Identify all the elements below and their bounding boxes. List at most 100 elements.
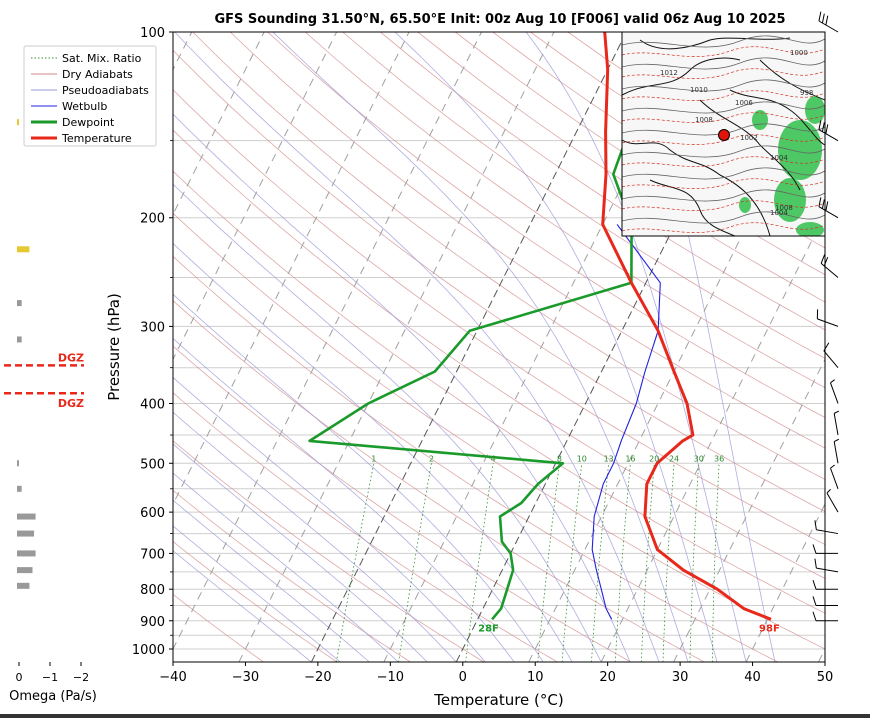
x-tick-label: −20 xyxy=(304,670,331,685)
wind-barb-flag xyxy=(812,596,817,606)
y-tick-label: 600 xyxy=(140,506,165,521)
y-tick-label: 400 xyxy=(140,397,165,412)
x-tick-label: 40 xyxy=(744,670,761,685)
map-isobar xyxy=(622,145,825,158)
mixing-ratio-label: 13 xyxy=(604,454,614,463)
mixing-ratio-label: 1 xyxy=(371,454,376,463)
wind-barb-flag xyxy=(823,342,830,352)
legend: Sat. Mix. Ratio Dry Adiabats Pseudoadiabat… xyxy=(23,45,157,147)
map-isobar xyxy=(622,101,825,114)
x-tick-label: 10 xyxy=(527,670,544,685)
wind-barb-flag xyxy=(825,124,829,134)
wind-barb-flag xyxy=(814,558,817,569)
pseudoadiabat-line xyxy=(173,525,341,662)
map-isobar-label: 1000 xyxy=(790,49,808,57)
wind-barb-flag xyxy=(821,122,825,132)
map-isobar xyxy=(622,189,825,202)
wind-barb-flag xyxy=(814,520,817,530)
map-border xyxy=(639,37,791,50)
mixing-ratio-line xyxy=(640,463,655,662)
wind-barb-flag xyxy=(818,197,822,207)
map-isobar xyxy=(622,211,825,224)
x-tick-label: 0 xyxy=(459,670,467,685)
dry-adiabat-line xyxy=(417,32,825,303)
wind-barb xyxy=(820,263,839,278)
wind-barb-flag xyxy=(818,11,822,22)
pseudoadiabat-line xyxy=(173,242,573,662)
pseudoadiabat-line xyxy=(394,32,718,662)
mixing-ratio-line xyxy=(614,463,631,662)
map-thickness-line xyxy=(622,156,825,167)
dry-adiabat-line xyxy=(267,32,825,418)
wind-barb-flag xyxy=(812,611,817,621)
surface-dewpoint-label: 28F xyxy=(478,623,499,634)
map-thickness-line xyxy=(622,200,825,211)
pseudoadiabat-line xyxy=(173,443,428,662)
map-thickness-line xyxy=(622,112,825,123)
isotherm-line xyxy=(238,32,555,662)
map-thickness-line xyxy=(622,68,825,79)
map-border xyxy=(699,99,801,191)
legend-label: Wetbulb xyxy=(62,100,107,113)
map-precip xyxy=(739,197,751,213)
surface-temp-label: 98F xyxy=(759,623,780,634)
mixing-ratio-line xyxy=(465,463,494,662)
y-tick-label: 300 xyxy=(140,320,165,335)
map-isobar xyxy=(622,35,825,48)
omega-bar xyxy=(17,460,19,467)
map-precip xyxy=(774,178,806,222)
x-tick-label: −40 xyxy=(159,670,186,685)
mixing-ratio-label: 8 xyxy=(557,454,562,463)
mixing-ratio-label: 30 xyxy=(694,454,704,463)
wind-barb xyxy=(818,20,839,33)
pseudoadiabat-line xyxy=(173,337,515,662)
omega-bar xyxy=(17,567,33,574)
dry-adiabat-line xyxy=(173,170,825,614)
wind-barb-flag xyxy=(812,544,817,554)
omega-bar xyxy=(17,246,30,253)
dry-adiabat-line xyxy=(173,440,485,662)
omega-bar xyxy=(17,530,35,537)
omega-bar xyxy=(17,336,22,343)
map-isobar-label: 1012 xyxy=(660,69,678,77)
wind-barb xyxy=(817,318,839,327)
isotherm-line xyxy=(745,502,825,662)
mixing-ratio-label: 10 xyxy=(577,454,587,463)
legend-label: Sat. Mix. Ratio xyxy=(62,52,142,65)
mixing-ratio-label: 36 xyxy=(714,454,724,463)
omega-tick-label: −1 xyxy=(42,671,58,684)
map-precip xyxy=(778,120,822,180)
omega-tick-label: 0 xyxy=(16,671,23,684)
wind-barb-flag xyxy=(821,13,825,24)
window-bottom-edge xyxy=(0,714,870,718)
omega-bar xyxy=(17,485,22,492)
map-precip xyxy=(796,222,824,236)
dry-adiabat-line xyxy=(192,32,825,480)
y-tick-label: 500 xyxy=(140,457,165,472)
dry-adiabat-line xyxy=(173,540,338,662)
map-precip xyxy=(752,110,768,130)
omega-axis-label: Omega (Pa/s) xyxy=(9,689,97,704)
map-thickness-line xyxy=(622,178,825,189)
omega-panel: 0 −1 −2 DGZ DGZ xyxy=(4,119,89,684)
map-border xyxy=(622,139,771,236)
map-isobar-label: 998 xyxy=(800,89,813,97)
map-isobar-label: 1010 xyxy=(690,86,708,94)
mixing-ratio-line xyxy=(561,463,583,662)
x-tick-label: −10 xyxy=(377,670,404,685)
mixing-ratio-line xyxy=(537,463,560,662)
pseudoadiabat-line xyxy=(173,499,370,662)
map-isobar-label: 1006 xyxy=(735,99,753,107)
map-isobar xyxy=(622,57,825,70)
map-border xyxy=(729,89,825,146)
wind-barb xyxy=(833,441,839,464)
dry-adiabat-line xyxy=(173,345,632,662)
wind-barb-flag xyxy=(830,464,835,469)
map-precip xyxy=(805,96,825,124)
x-axis-label: Temperature (°C) xyxy=(433,691,563,709)
mixing-ratio-line xyxy=(398,463,432,662)
map-thickness-line xyxy=(622,46,825,57)
map-location-marker xyxy=(718,129,730,141)
